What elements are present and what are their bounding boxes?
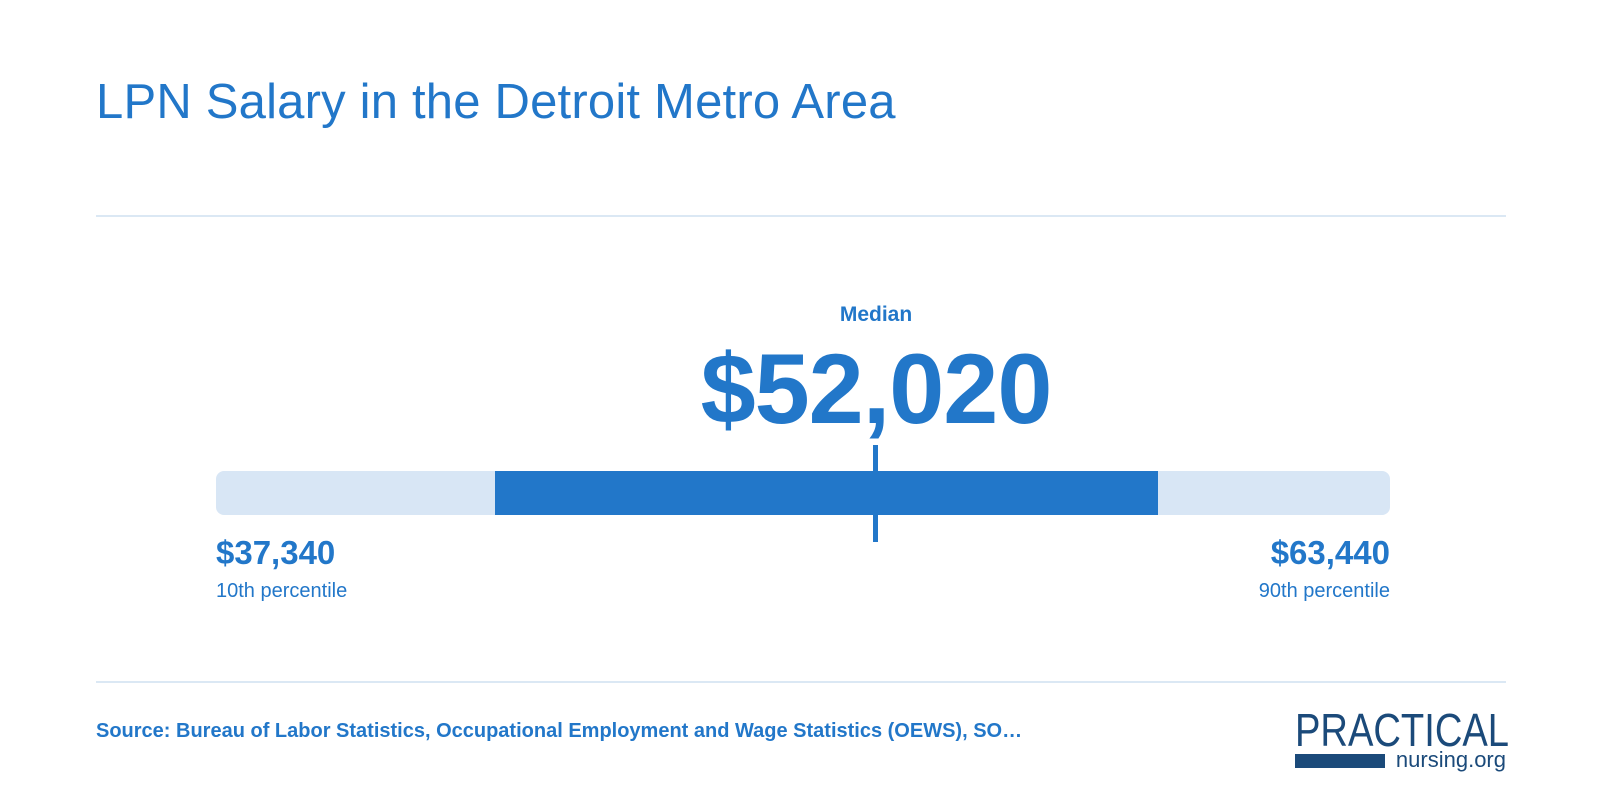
top-divider <box>96 215 1506 217</box>
logo-wordmark: PRACTICAL <box>1295 704 1509 756</box>
ninetieth-percentile-value: $63,440 <box>1270 534 1390 571</box>
median-value: $52,020 <box>700 333 1053 444</box>
logo-domain: nursing.org <box>1396 747 1506 772</box>
median-marker <box>873 445 879 542</box>
page-title: LPN Salary in the Detroit Metro Area <box>96 75 896 129</box>
practical-nursing-logo: PRACTICAL nursing.org <box>1295 704 1509 772</box>
source-note: Source: Bureau of Labor Statistics, Occu… <box>96 720 1023 742</box>
tenth-percentile-value: $37,340 <box>216 534 336 571</box>
tenth-percentile-label: 10th percentile <box>216 580 348 602</box>
ninetieth-percentile-label: 90th percentile <box>1258 580 1390 602</box>
bottom-divider <box>96 681 1506 683</box>
salary-range-track <box>216 471 1390 515</box>
median-label: Median <box>839 303 913 326</box>
salary-range-fill <box>495 471 1158 515</box>
logo-bar <box>1295 754 1385 768</box>
